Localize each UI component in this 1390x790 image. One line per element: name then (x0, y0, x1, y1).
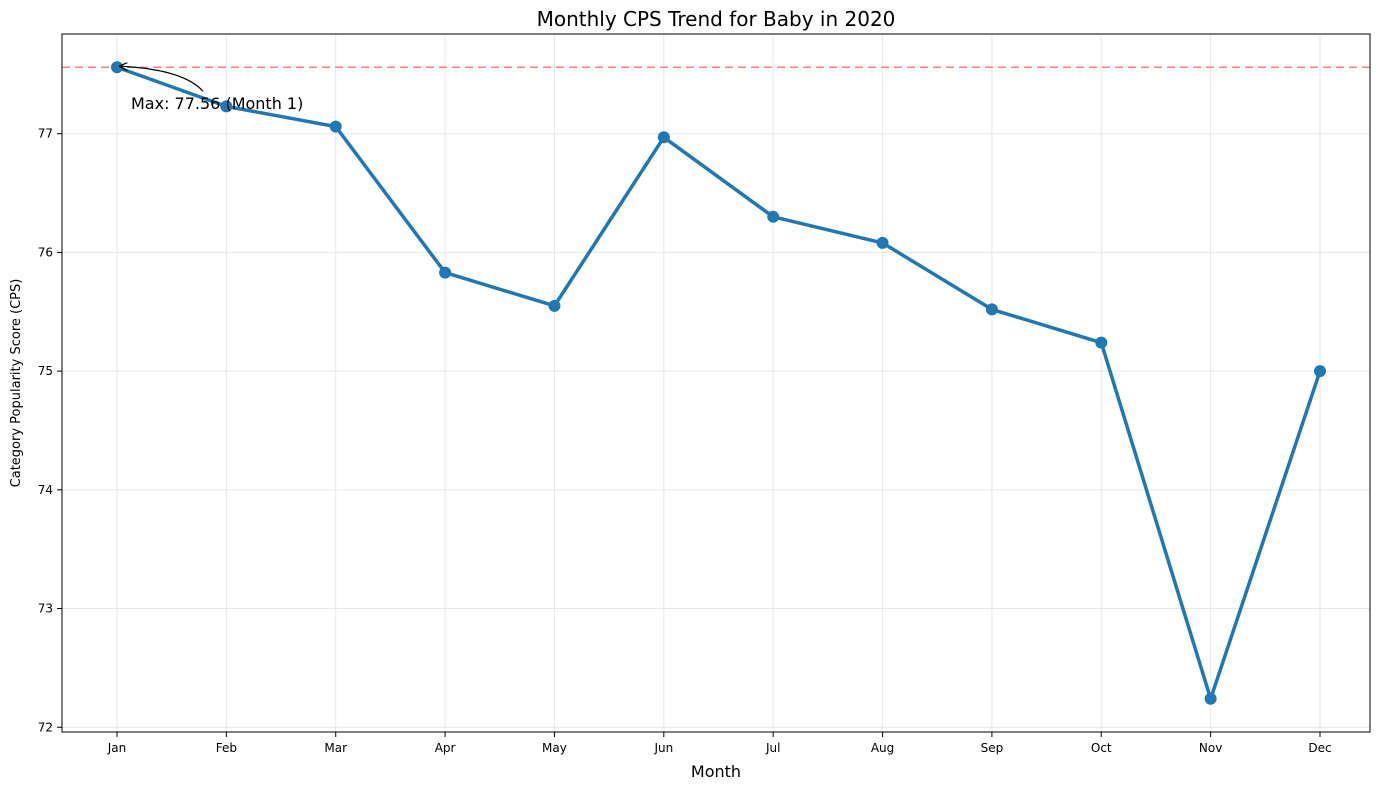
y-tick-label: 73 (38, 602, 53, 616)
x-tick-label: Sep (981, 741, 1004, 755)
y-tick-label: 75 (38, 364, 53, 378)
plot-area-frame (61, 33, 1371, 733)
annotation-arrow (120, 66, 204, 92)
data-point (329, 120, 342, 133)
x-tick-label: Jan (107, 741, 127, 755)
y-axis-label: Category Popularity Score (CPS) (9, 279, 24, 488)
y-tick-label: 76 (38, 245, 53, 259)
x-tick-label: Apr (435, 741, 456, 755)
y-tick-label: 77 (38, 127, 53, 141)
series-line (116, 65, 1322, 701)
data-point (985, 303, 998, 316)
x-axis-label: Month (691, 762, 741, 781)
max-annotation: Max: 77.56 (Month 1) (131, 94, 303, 113)
data-point (220, 100, 233, 113)
x-tick-label: Nov (1199, 741, 1222, 755)
y-tick-label: 74 (38, 483, 53, 497)
grid (62, 34, 1370, 732)
data-point (876, 236, 889, 249)
data-point (548, 299, 561, 312)
y-tick-label: 72 (38, 720, 53, 734)
x-tick-label: Dec (1308, 741, 1331, 755)
chart-title: Monthly CPS Trend for Baby in 2020 (537, 7, 896, 31)
data-point (767, 210, 780, 223)
data-point (1314, 365, 1326, 378)
data-point (1204, 692, 1217, 705)
x-tick-label: Feb (216, 741, 237, 755)
data-point (657, 131, 670, 144)
x-tick-label: Aug (871, 741, 894, 755)
x-tick-label: Jun (653, 741, 673, 755)
x-tick-label: Jul (765, 741, 780, 755)
data-point (439, 266, 452, 279)
x-tick-label: Oct (1091, 741, 1112, 755)
axis-ticks: Jan Feb Mar Apr May Jun Jul Aug Sep Oct Nov Dec 72 73… (38, 127, 1332, 755)
x-tick-label: Mar (324, 741, 347, 755)
data-point (1095, 336, 1108, 349)
x-tick-label: May (542, 741, 567, 755)
data-point (111, 61, 123, 74)
